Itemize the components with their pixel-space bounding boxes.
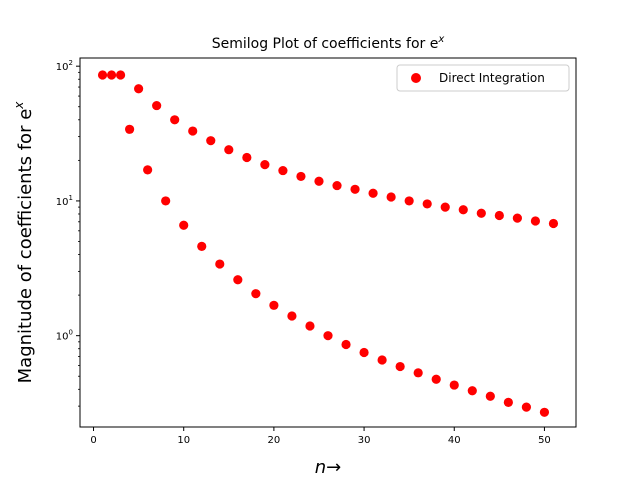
y-axis-label: Magnitude of coefficients for ex (12, 101, 36, 384)
data-point (539, 407, 550, 417)
data-point (413, 368, 423, 378)
data-point (422, 199, 432, 209)
data-point (296, 171, 306, 182)
data-point (530, 216, 541, 226)
y-axis-label-superscript: x (12, 101, 26, 110)
data-point (314, 176, 324, 186)
data-point (521, 402, 532, 412)
data-point (278, 165, 288, 176)
data-point (197, 241, 207, 251)
data-point (170, 115, 180, 125)
x-tick-label: 30 (358, 435, 371, 446)
chart-title: Semilog Plot of coefficients for ex (212, 34, 445, 52)
data-point (350, 184, 360, 194)
y-tick-label: 101 (56, 194, 73, 208)
data-point (512, 213, 522, 223)
data-point (260, 160, 270, 170)
data-point (224, 145, 234, 155)
axes-frame (79, 57, 577, 428)
legend-marker (411, 73, 421, 83)
data-point (341, 339, 351, 350)
data-point (106, 70, 117, 80)
y-tick-label: 100 (56, 329, 73, 343)
data-point (368, 188, 378, 198)
x-axis-label: n→ (315, 457, 342, 478)
data-point (377, 355, 387, 365)
data-point (134, 84, 144, 94)
x-tick-label: 20 (268, 435, 281, 446)
data-point (143, 165, 153, 175)
y-tick-label-exponent: 1 (69, 194, 73, 202)
y-axis-label-text: Magnitude of coefficients for e (15, 109, 36, 384)
data-point (125, 124, 135, 134)
data-point (494, 210, 504, 221)
data-point (233, 275, 243, 285)
data-point (251, 289, 261, 299)
legend: Direct Integration (396, 64, 570, 92)
data-point (188, 126, 198, 136)
y-tick-label-exponent: 2 (69, 59, 73, 67)
x-axis-label-text: n (315, 457, 326, 478)
data-point (323, 331, 333, 341)
data-point (115, 70, 126, 80)
data-point (395, 361, 405, 372)
y-tick-label-base: 10 (56, 332, 69, 343)
data-point (404, 196, 414, 206)
data-point (458, 205, 468, 215)
data-point (152, 100, 162, 111)
y-tick-label-base: 10 (56, 197, 69, 208)
data-point (359, 347, 369, 358)
data-point (449, 380, 459, 390)
x-tick-label: 50 (538, 435, 551, 446)
data-point (386, 192, 396, 202)
y-tick-label-base: 10 (56, 62, 69, 73)
data-point (305, 321, 315, 331)
data-point (467, 386, 477, 396)
data-point (161, 196, 171, 206)
data-point (287, 311, 297, 321)
title-superscript: x (437, 34, 444, 45)
data-point (332, 180, 342, 191)
data-point (431, 374, 441, 384)
data-point (548, 218, 559, 229)
data-points (97, 70, 559, 417)
x-axis-label-arrow: → (326, 457, 341, 478)
data-point (269, 300, 279, 310)
data-point (206, 136, 216, 146)
y-tick-label-exponent: 0 (69, 329, 73, 337)
data-point (215, 259, 225, 269)
data-point (476, 208, 486, 218)
title-text: Semilog Plot of coefficients for e (212, 36, 439, 52)
data-point (440, 202, 450, 212)
x-tick-label: 10 (177, 435, 190, 446)
data-point (242, 152, 252, 163)
legend-box (396, 64, 570, 92)
x-tick-label: 0 (90, 435, 96, 446)
data-point (97, 70, 108, 80)
data-point (179, 220, 189, 230)
data-point (485, 391, 495, 401)
data-point (503, 397, 513, 407)
y-tick-label: 102 (56, 59, 73, 73)
legend-label: Direct Integration (439, 71, 545, 85)
x-tick-label: 40 (448, 435, 461, 446)
